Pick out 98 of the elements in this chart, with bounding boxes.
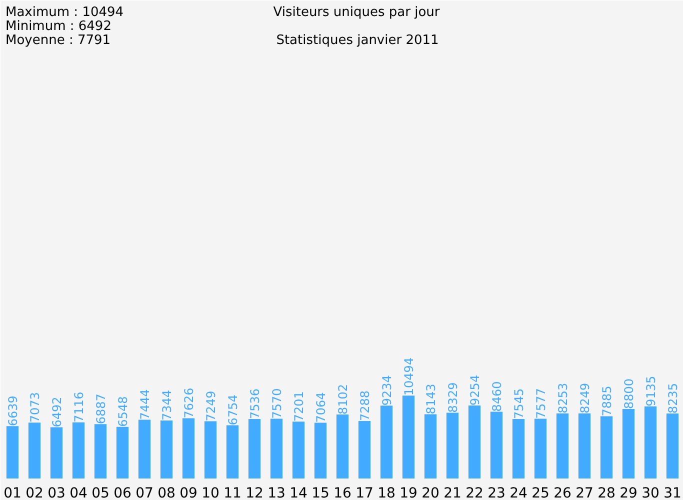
bar xyxy=(424,414,437,478)
bar xyxy=(204,421,217,478)
x-tick-label: 20 xyxy=(422,486,440,500)
chart-title: Visiteurs uniques par jour xyxy=(273,4,440,20)
x-tick-label: 22 xyxy=(466,486,484,500)
x-tick-label: 06 xyxy=(114,486,132,500)
x-tick-label: 02 xyxy=(26,486,44,500)
data-label: 9234 xyxy=(380,375,394,406)
bar xyxy=(622,409,635,478)
x-tick-label: 07 xyxy=(136,486,154,500)
data-label: 8329 xyxy=(446,382,460,413)
bar xyxy=(314,422,327,478)
bar xyxy=(94,424,107,478)
x-tick-label: 09 xyxy=(180,486,198,500)
data-label: 8460 xyxy=(490,381,504,412)
bar xyxy=(468,405,481,478)
data-label: 8800 xyxy=(622,378,636,410)
x-tick-label: 11 xyxy=(224,486,242,500)
x-tick-label: 19 xyxy=(400,486,418,500)
bar xyxy=(248,419,261,478)
data-label: 7545 xyxy=(512,388,526,419)
text: Moyenne : 7791 xyxy=(6,32,111,48)
x-tick-label: 13 xyxy=(268,486,286,500)
x-tick-label: 12 xyxy=(246,486,264,500)
data-label: 6887 xyxy=(94,394,108,424)
x-tick-label: 18 xyxy=(378,486,396,500)
bar xyxy=(358,420,371,478)
bar xyxy=(6,426,19,478)
data-label: 8253 xyxy=(556,382,570,414)
data-label: 7577 xyxy=(534,388,548,419)
data-label: 7344 xyxy=(160,390,174,421)
bar xyxy=(490,412,503,478)
text: Maximum : 10494 xyxy=(6,4,124,20)
data-label: 7444 xyxy=(138,389,152,420)
bar xyxy=(292,422,305,478)
data-label: 6754 xyxy=(226,394,240,426)
bar xyxy=(50,427,63,478)
bar xyxy=(534,418,547,478)
x-tick-label: 24 xyxy=(510,486,528,500)
bar xyxy=(556,413,569,478)
bar xyxy=(512,418,525,478)
data-label: 7626 xyxy=(182,388,196,418)
bar xyxy=(28,422,41,478)
x-tick-label: 10 xyxy=(202,486,220,500)
x-tick-label: 04 xyxy=(70,486,88,500)
data-label: 9135 xyxy=(644,376,658,406)
x-tick-label: 27 xyxy=(576,486,594,500)
data-label: 8143 xyxy=(424,384,438,414)
x-tick-label: 15 xyxy=(312,486,330,500)
data-label: 6548 xyxy=(116,396,130,427)
bar xyxy=(138,420,151,478)
x-tick-label: 01 xyxy=(4,486,22,500)
bar xyxy=(116,426,129,478)
text: Minimum : 6492 xyxy=(6,18,112,34)
x-tick-label: 26 xyxy=(554,486,572,500)
x-tick-label: 21 xyxy=(444,486,462,500)
data-label: 7288 xyxy=(358,390,372,421)
bar xyxy=(578,413,591,478)
bar xyxy=(446,412,459,478)
bar xyxy=(226,425,239,478)
data-label: 10494 xyxy=(402,357,416,396)
data-label: 7249 xyxy=(204,390,218,422)
bar xyxy=(380,406,393,478)
x-tick-label: 23 xyxy=(488,486,506,500)
data-label: 7073 xyxy=(28,392,42,423)
bar xyxy=(600,416,613,478)
data-label: 7201 xyxy=(292,391,306,422)
data-label: 7116 xyxy=(72,392,86,422)
data-label: 7570 xyxy=(270,388,284,419)
x-tick-label: 03 xyxy=(48,486,66,500)
data-label: 7885 xyxy=(600,386,614,416)
bar xyxy=(402,396,415,478)
x-tick-label: 17 xyxy=(356,486,374,500)
bar xyxy=(182,418,195,478)
x-tick-label: 29 xyxy=(620,486,638,500)
x-tick-label: 30 xyxy=(642,486,660,500)
x-tick-label: 14 xyxy=(290,486,308,500)
data-label: 6492 xyxy=(50,396,64,428)
data-label: 7536 xyxy=(248,388,262,420)
bar xyxy=(666,414,679,478)
data-label: 8235 xyxy=(666,382,680,414)
bar xyxy=(336,414,349,478)
data-label: 8249 xyxy=(578,382,592,414)
data-label: 8102 xyxy=(336,384,350,415)
bar xyxy=(644,406,657,478)
x-tick-label: 25 xyxy=(532,486,550,500)
data-label: 6639 xyxy=(6,396,20,426)
bar xyxy=(72,422,85,478)
data-label: 9254 xyxy=(468,374,482,406)
x-tick-label: 31 xyxy=(664,486,682,500)
x-tick-label: 28 xyxy=(598,486,616,500)
bar xyxy=(270,418,283,478)
bar xyxy=(160,420,173,478)
data-label: 7064 xyxy=(314,392,328,423)
chart-subtitle: Statistiques janvier 2011 xyxy=(276,32,439,48)
x-tick-label: 05 xyxy=(92,486,110,500)
x-tick-label: 08 xyxy=(158,486,176,500)
x-tick-label: 16 xyxy=(334,486,352,500)
